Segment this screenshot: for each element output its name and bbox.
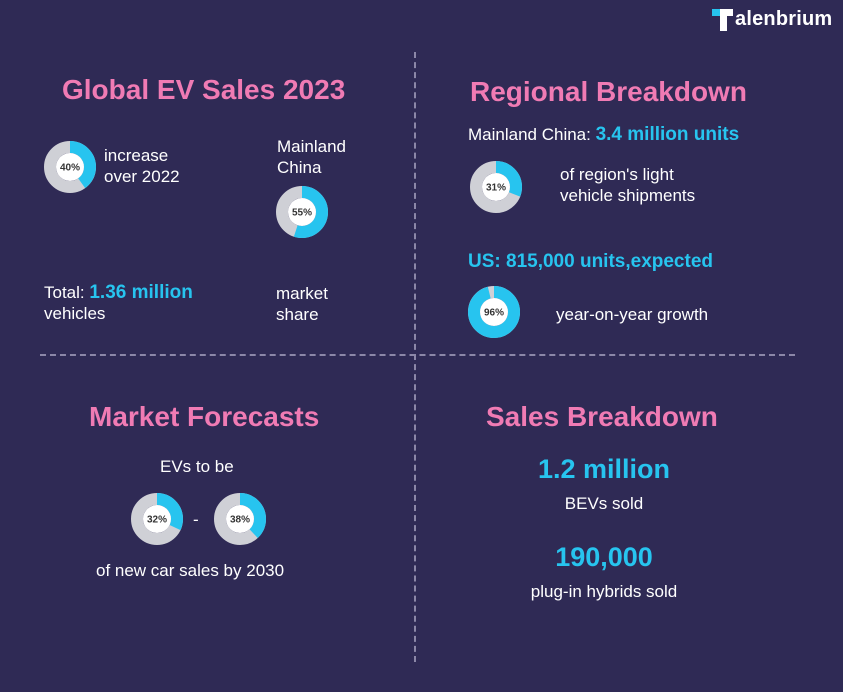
regional-china-desc2: vehicle shipments (560, 186, 696, 205)
forecasts-line1: EVs to be (160, 457, 234, 476)
us-growth-desc: year-on-year growth (556, 305, 709, 324)
forecasts-title: Market Forecasts (89, 401, 320, 432)
share-line2: share (276, 305, 319, 324)
share-line1: market (276, 284, 328, 303)
phev-value: 190,000 (555, 542, 653, 572)
donut-chart: 55% (276, 186, 328, 238)
china-line2: China (277, 158, 322, 177)
donut-label: 96% (484, 308, 504, 319)
china-line1: Mainland (277, 137, 346, 156)
donut-center (56, 153, 84, 181)
forecast-high-donut: 38% (214, 493, 266, 545)
forecast-dash: - (193, 510, 199, 529)
global-title: Global EV Sales 2023 (62, 74, 346, 105)
brand-name: alenbrium (735, 8, 833, 30)
donut-center (482, 173, 510, 201)
total-value: 1.36 million (89, 282, 193, 303)
forecast-low-donut: 32% (131, 493, 183, 545)
donut-center (288, 198, 316, 226)
donut-center (143, 505, 171, 533)
donut-fill (470, 161, 522, 213)
donut-label: 38% (230, 515, 250, 526)
regional-china-desc1: of region's light (560, 165, 674, 184)
donut-chart: 31% (470, 161, 522, 213)
donut-label: 32% (147, 515, 167, 526)
total-line: Total: 1.36 million (44, 282, 193, 303)
total-suffix: vehicles (44, 304, 106, 323)
donut-center (226, 505, 254, 533)
donut-fill (214, 493, 266, 545)
donut-label: 55% (292, 208, 312, 219)
phev-label: plug-in hybrids sold (530, 582, 678, 601)
us-growth-donut: 96% (468, 286, 520, 338)
regional-china-donut: 31% (470, 161, 522, 213)
vertical-divider (414, 52, 416, 662)
bev-value: 1.2 million (537, 454, 671, 484)
donut-fill (44, 141, 96, 193)
horizontal-divider (40, 354, 795, 356)
donut-chart: 32% (131, 493, 183, 545)
logo-icon (712, 8, 733, 31)
donut-chart: 38% (214, 493, 266, 545)
donut-fill (468, 286, 520, 338)
us-value: US: 815,000 units,expected (468, 251, 713, 272)
increase-line2: over 2022 (104, 167, 180, 186)
regional-china-line: Mainland China: 3.4 million units (468, 124, 739, 145)
bev-label: BEVs sold (564, 494, 644, 513)
donut-fill (276, 186, 328, 238)
sales-title: Sales Breakdown (486, 401, 718, 432)
total-prefix: Total: (44, 283, 90, 302)
forecasts-line2: of new car sales by 2030 (96, 561, 285, 580)
regional-china-prefix: Mainland China: (468, 125, 596, 144)
donut-chart: 96% (468, 286, 520, 338)
regional-china-value: 3.4 million units (595, 124, 740, 145)
increase-donut: 40% (44, 141, 96, 193)
china-share-donut: 55% (276, 186, 328, 238)
donut-chart: 40% (44, 141, 96, 193)
brand-logo: alenbrium (712, 8, 832, 31)
donut-center (480, 298, 508, 326)
donut-label: 31% (486, 183, 506, 194)
regional-title: Regional Breakdown (470, 76, 747, 107)
increase-line1: increase (104, 146, 169, 165)
donut-label: 40% (60, 163, 80, 174)
donut-fill (131, 493, 183, 545)
